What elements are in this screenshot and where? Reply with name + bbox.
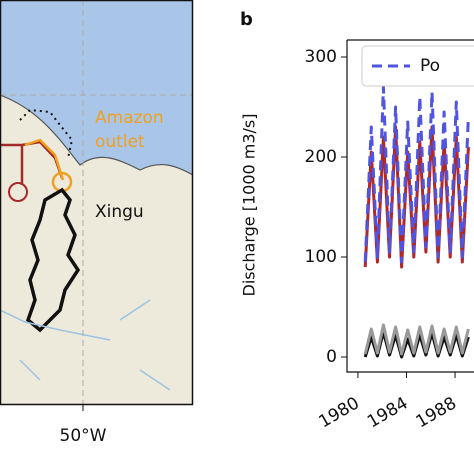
y-tick-label: 300 [305,47,337,67]
map-panel: Amazon outlet Xingu 50°W [0,0,194,446]
x-tick-label: 1980 [315,393,362,432]
map-label: Xingu [95,202,144,222]
amazon-outlet-path [24,138,65,181]
legend-label: Po [420,56,440,76]
map-label: Amazon [95,108,164,128]
basin-boundary [19,108,74,159]
series-line [363,85,470,264]
map-frame [0,0,194,406]
series-line [363,323,470,356]
rivers [0,299,171,391]
map-x-tick-label: 50°W [60,426,107,446]
x-tick-label: 1988 [413,393,460,432]
map-label: outlet [95,132,145,152]
y-tick-label: 100 [305,247,337,267]
legend-box [361,45,474,87]
axes-frame [346,39,474,373]
xingu-basin [25,187,81,333]
ocean [0,0,193,175]
y-tick-label: 0 [326,347,337,367]
gauge [8,182,28,202]
coastline [0,94,194,176]
x-tick-label: 1984 [364,393,411,432]
y-tick-label: 200 [305,147,337,167]
y-axis-label: Discharge [1000 m3/s] [240,113,259,296]
panel-label: b [240,9,253,30]
